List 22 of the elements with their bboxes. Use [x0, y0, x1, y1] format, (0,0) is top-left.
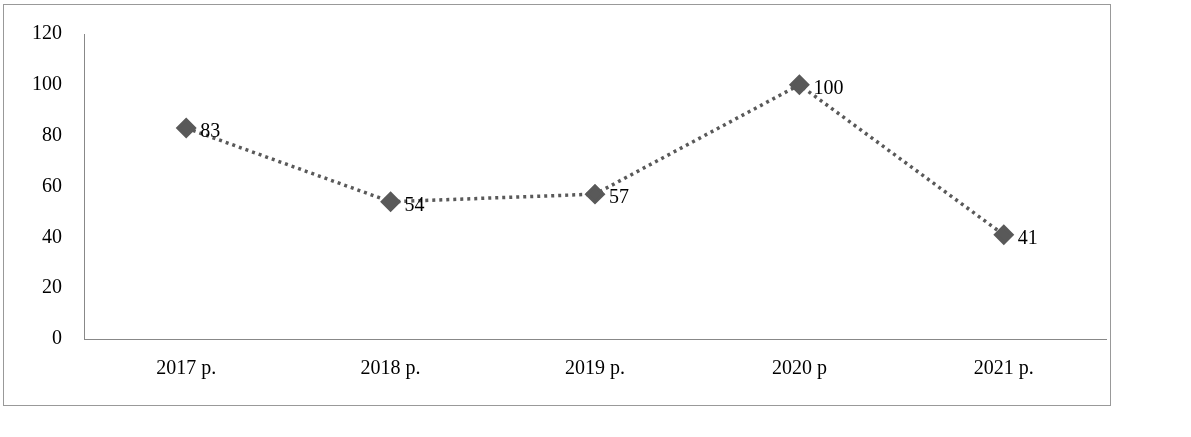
x-tick-label: 2019 р.	[565, 356, 625, 380]
point	[585, 184, 605, 204]
data-label: 83	[200, 119, 221, 142]
y-tick-label: 20	[42, 275, 62, 298]
data-label: 57	[609, 185, 629, 208]
point	[380, 192, 401, 212]
y-tick-label: 80	[42, 122, 62, 145]
data-label: 54	[404, 193, 425, 215]
point	[789, 75, 810, 95]
x-tick-label: 2020 р	[771, 356, 827, 380]
y-tick-label: 40	[42, 224, 62, 247]
y-tick-label: 60	[42, 173, 62, 196]
y-tick-label: 0	[52, 326, 62, 349]
data-label: 100	[813, 76, 844, 99]
y-tick-label: 120	[32, 21, 62, 44]
y-tick-label: 100	[32, 72, 62, 95]
x-tick-label: 2021 р.	[973, 356, 1034, 380]
x-tick-label: 2018 р.	[360, 356, 421, 380]
point	[176, 118, 196, 138]
data-label: 41	[1017, 226, 1038, 249]
point	[994, 225, 1014, 245]
x-tick-label: 2017 р.	[156, 356, 217, 380]
